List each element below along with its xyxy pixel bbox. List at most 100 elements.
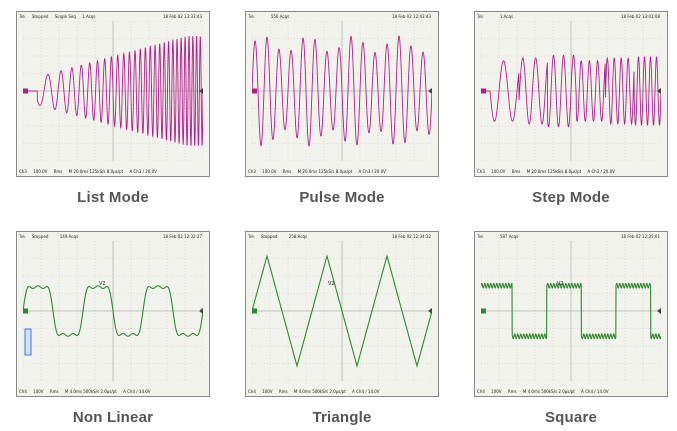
channel-ground-marker (252, 308, 257, 314)
scope-channel: Ch4 (248, 389, 256, 394)
scope-trigger: A Ch3 / 20.0V (587, 169, 615, 174)
scope-measure: Rms (49, 389, 59, 394)
scope-plot: V2 (23, 241, 203, 381)
oscilloscope-screenshot: Tek Stopped Single Seq 1 Acqs 18 Feb 02 … (16, 11, 210, 177)
trace-label: V2 (557, 281, 564, 287)
scope-date: 18 Feb 02 12:32:27 (162, 234, 202, 239)
scope-trigger: A Ch4 / 14.0V (352, 389, 380, 394)
scope-panel-list-mode: Tek Stopped Single Seq 1 Acqs 18 Feb 02 … (16, 11, 210, 206)
scope-volts-div: 100V (33, 389, 44, 394)
panel-caption: Pulse Mode (299, 189, 385, 206)
scope-channel: Ch4 (19, 389, 27, 394)
scope-measure: Rms (53, 169, 63, 174)
scope-panel-triangle: Tek Stopped 258 Acqs 18 Feb 02 12:34:32 … (245, 231, 439, 426)
waveform-trace (481, 282, 661, 340)
trace-label: V2 (328, 281, 335, 287)
scope-date: 18 Feb 02 13:01:08 (620, 14, 660, 19)
scope-status-bar: Tek Stopped 149 Acqs 18 Feb 02 12:32:27 (19, 234, 202, 239)
scope-measure: Rms (278, 389, 288, 394)
trigger-level-marker (199, 308, 203, 314)
scope-channel: Ch4 (477, 389, 485, 394)
oscilloscope-screenshot: Tek 1 Acqs 18 Feb 02 13:01:08 Ch3 100.0V… (474, 11, 668, 177)
scope-panel-step-mode: Tek 1 Acqs 18 Feb 02 13:01:08 Ch3 100.0V… (474, 11, 668, 206)
scope-measure: Rms (507, 389, 517, 394)
panel-caption: Triangle (312, 409, 372, 426)
waveform-trace (481, 54, 661, 128)
scope-panel-pulse-mode: Tek 556 Acqs 18 Feb 02 12:43:43 Ch3 100.… (245, 11, 439, 206)
scope-readout-bar: Ch3 100.0V Rms M 20.0ms 125kS/s 8.0µs/pt… (477, 168, 665, 175)
scope-status-bar: Tek Stopped 258 Acqs 18 Feb 02 12:34:32 (248, 234, 431, 239)
trigger-level-marker (428, 88, 432, 94)
scope-acq-count: 556 Acqs (270, 14, 290, 19)
scope-plot (252, 21, 432, 161)
scope-run-status: Stopped (260, 234, 278, 239)
oscilloscope-screenshot: Tek 587 Acqs 18 Feb 02 12:35:01 V2 Ch4 1… (474, 231, 668, 397)
scope-date: 18 Feb 02 12:34:32 (391, 234, 431, 239)
scope-horizontal: M 20.0ms 125kS/s 8.0µs/pt (68, 169, 124, 174)
trigger-level-marker (199, 88, 203, 94)
scope-volts-div: 100V (262, 389, 273, 394)
oscilloscope-screenshot: Tek 556 Acqs 18 Feb 02 12:43:43 Ch3 100.… (245, 11, 439, 177)
scope-acq-count: 1 Acqs (499, 14, 514, 19)
channel-ground-marker (481, 308, 486, 314)
scope-acq-count: 1 Acqs (82, 14, 96, 19)
scope-readout-bar: Ch4 100V Rms M 4.0ms 500kS/s 2.0µs/pt A … (248, 388, 436, 395)
scope-horizontal: M 4.0ms 500kS/s 2.0µs/pt (522, 389, 575, 394)
cursor-marker-box (24, 328, 32, 356)
trigger-level-marker (657, 88, 661, 94)
scope-run-status: Stopped (31, 14, 49, 19)
panel-caption: Square (544, 409, 598, 426)
scope-date: 18 Feb 02 12:35:01 (620, 234, 660, 239)
panel-caption: Step Mode (532, 189, 610, 206)
scope-volts-div: 100V (491, 389, 502, 394)
scope-acq-mode: Single Seq (54, 14, 76, 19)
oscilloscope-screenshot: Tek Stopped 149 Acqs 18 Feb 02 12:32:27 … (16, 231, 210, 397)
scope-channel: Ch3 (248, 169, 256, 174)
trace-label: V2 (99, 281, 106, 287)
scope-trigger: A Ch3 / 20.0V (129, 169, 157, 174)
oscilloscope-screenshot: Tek Stopped 258 Acqs 18 Feb 02 12:34:32 … (245, 231, 439, 397)
scope-trigger: A Ch4 / 14.0V (123, 389, 151, 394)
scope-trigger: A Ch4 / 14.0V (581, 389, 609, 394)
scope-plot (23, 21, 203, 161)
channel-ground-marker (252, 88, 257, 94)
scope-plot: V2 (481, 241, 661, 381)
trigger-level-marker (657, 308, 661, 314)
scope-status-bar: Tek 1 Acqs 18 Feb 02 13:01:08 (477, 14, 660, 19)
scope-plot: V2 (252, 241, 432, 381)
panel-caption: Non Linear (72, 409, 154, 426)
trigger-level-marker (428, 308, 432, 314)
scope-horizontal: M 20.0ms 125kS/s 8.0µs/pt (526, 169, 582, 174)
scope-panel-square: Tek 587 Acqs 18 Feb 02 12:35:01 V2 Ch4 1… (474, 231, 668, 426)
scope-channel: Ch3 (477, 169, 485, 174)
scope-status-bar: Tek 587 Acqs 18 Feb 02 12:35:01 (477, 234, 660, 239)
scope-status-bar: Tek 556 Acqs 18 Feb 02 12:43:43 (248, 14, 431, 19)
scope-channel: Ch3 (19, 169, 27, 174)
scope-date: 18 Feb 02 13:33:43 (162, 14, 202, 19)
scope-trigger: A Ch3 / 20.0V (358, 169, 386, 174)
scope-date: 18 Feb 02 12:43:43 (391, 14, 431, 19)
waveform-trace (252, 35, 432, 147)
scope-panel-non-linear: Tek Stopped 149 Acqs 18 Feb 02 12:32:27 … (16, 231, 210, 426)
scope-run-status: Stopped (31, 234, 49, 239)
scope-volts-div: 100.0V (491, 169, 506, 174)
scope-volts-div: 100.0V (33, 169, 48, 174)
scope-readout-bar: Ch4 100V Rms M 4.0ms 500kS/s 2.0µs/pt A … (19, 388, 207, 395)
channel-ground-marker (23, 308, 28, 314)
scope-measure: Rms (511, 169, 521, 174)
scope-status-bar: Tek Stopped Single Seq 1 Acqs 18 Feb 02 … (19, 14, 202, 19)
scope-volts-div: 100.0V (262, 169, 277, 174)
channel-ground-marker (481, 88, 486, 94)
waveform-trace (252, 253, 432, 369)
scope-readout-bar: Ch4 100V Rms M 4.0ms 500kS/s 2.0µs/pt A … (477, 388, 665, 395)
scope-horizontal: M 20.0ms 125kS/s 8.0µs/pt (297, 169, 353, 174)
scope-horizontal: M 4.0ms 500kS/s 2.0µs/pt (64, 389, 117, 394)
scope-measure: Rms (282, 169, 292, 174)
channel-ground-marker (23, 88, 28, 94)
scope-plot (481, 21, 661, 161)
scope-acq-count: 149 Acqs (59, 234, 79, 239)
scope-acq-count: 587 Acqs (499, 234, 519, 239)
scope-horizontal: M 4.0ms 500kS/s 2.0µs/pt (293, 389, 346, 394)
scope-acq-count: 258 Acqs (288, 234, 308, 239)
waveform-trace (23, 285, 203, 337)
